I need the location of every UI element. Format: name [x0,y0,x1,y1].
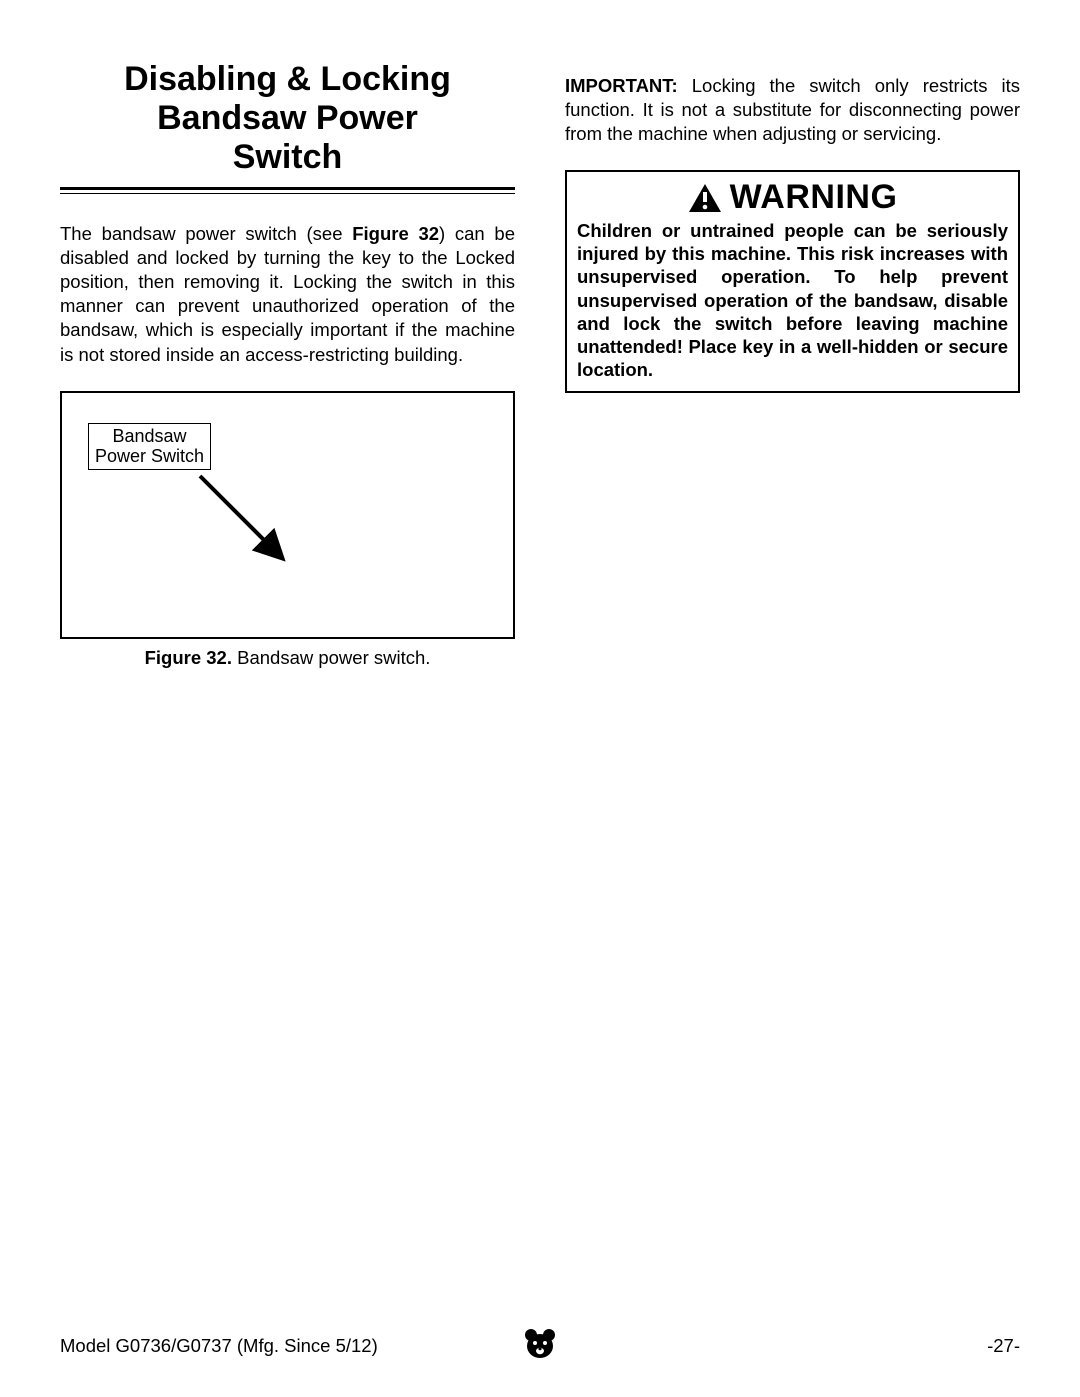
callout-arrow-icon [162,468,322,588]
figure-ref: Figure 32 [352,223,439,244]
title-line-2: Bandsaw Power [157,99,418,137]
title-line-3: Switch [233,138,343,176]
callout-box: Bandsaw Power Switch [88,423,211,470]
caption-bold: Figure 32. [145,647,232,668]
title-line-1: Disabling & Locking [124,60,451,98]
important-label: IMPORTANT: [565,75,678,96]
intro-paragraph: The bandsaw power switch (see Figure 32)… [60,222,515,366]
figure-32-box: Bandsaw Power Switch [60,391,515,639]
callout-line-2: Power Switch [95,446,204,466]
left-column: Disabling & Locking Bandsaw Power Switch… [60,60,515,669]
section-title: Disabling & Locking Bandsaw Power Switch [60,60,515,177]
footer-logo-icon [522,1326,558,1367]
footer-page-number: -27- [987,1335,1020,1357]
title-rule-thin [60,193,515,194]
warning-triangle-icon [688,183,722,213]
warning-body: Children or untrained people can be seri… [577,219,1008,381]
title-rule-thick [60,187,515,190]
callout-line-1: Bandsaw [112,426,186,446]
para-pre: The bandsaw power switch (see [60,223,352,244]
caption-rest: Bandsaw power switch. [232,647,430,668]
right-column: IMPORTANT: Locking the switch only restr… [565,60,1020,669]
page-footer: Model G0736/G0737 (Mfg. Since 5/12) -27- [0,1335,1080,1357]
warning-box: WARNING Children or untrained people can… [565,170,1020,393]
important-paragraph: IMPORTANT: Locking the switch only restr… [565,74,1020,146]
para-post: ) can be disabled and locked by turning … [60,223,515,364]
footer-model: Model G0736/G0737 (Mfg. Since 5/12) [60,1335,378,1357]
figure-caption: Figure 32. Bandsaw power switch. [60,647,515,669]
warning-heading: WARNING [577,178,1008,217]
warning-heading-text: WARNING [730,178,898,217]
